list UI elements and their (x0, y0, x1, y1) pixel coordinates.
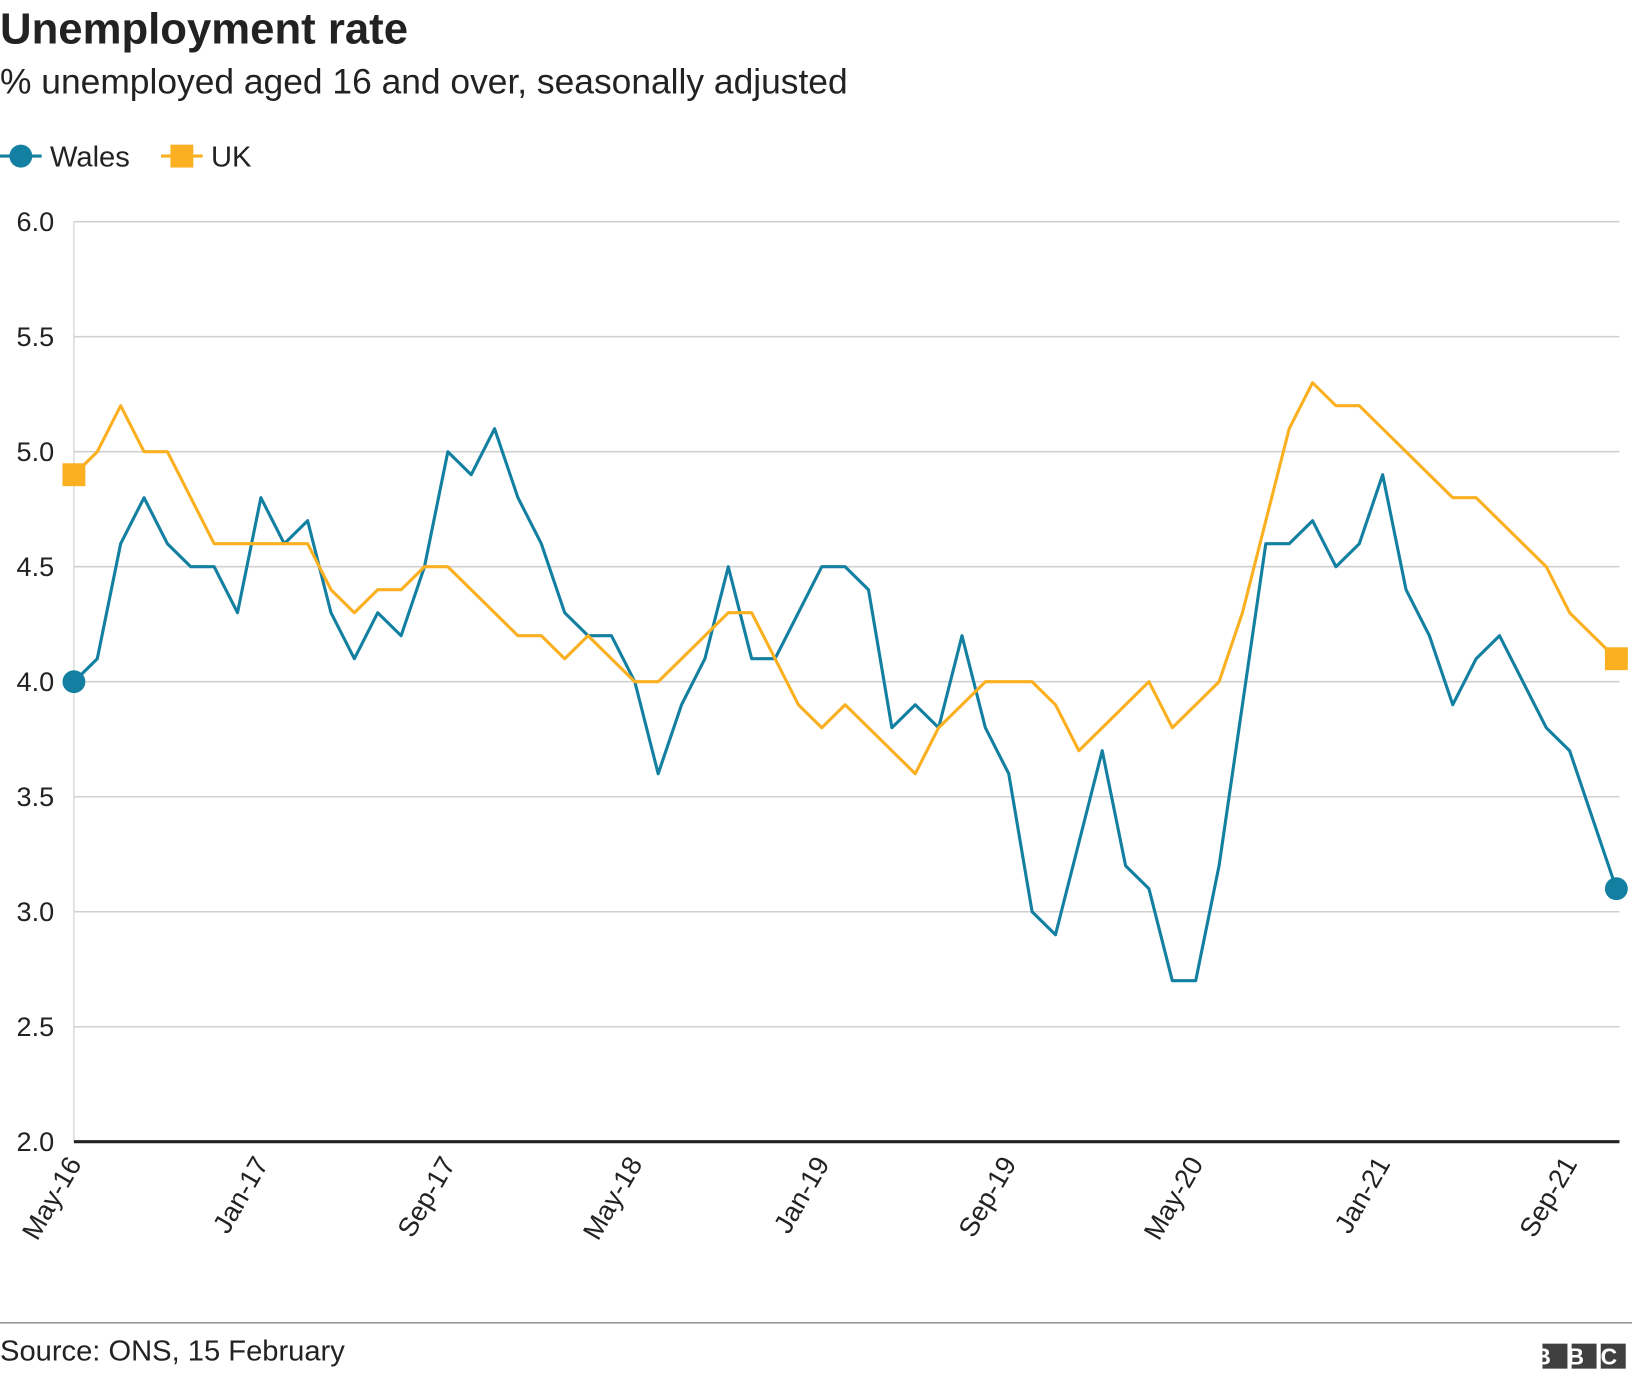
x-tick-label: Sep-21 (1514, 1152, 1584, 1243)
end-marker (62, 670, 86, 694)
x-tick-label: Jan-17 (207, 1152, 274, 1239)
source-note: Source: ONS, 15 February (0, 1335, 345, 1367)
y-tick-label: 2.0 (17, 1127, 55, 1157)
bbc-logo: BBC (1534, 1343, 1632, 1369)
x-tick-label: Sep-17 (392, 1152, 462, 1243)
legend-marker (9, 144, 33, 168)
x-tick-label: Jan-21 (1329, 1152, 1396, 1239)
series-line (72, 427, 1618, 983)
x-tick-label: May-16 (16, 1152, 87, 1245)
x-tick-label: Jan-19 (768, 1152, 835, 1239)
legend-marker (170, 144, 194, 168)
y-tick-label: 3.5 (17, 782, 55, 812)
y-tick-label: 5.5 (17, 322, 55, 352)
series-line (72, 381, 1618, 776)
legend-label: Wales (50, 142, 130, 174)
legend-item: UK (161, 142, 252, 174)
legend-item: Wales (0, 142, 130, 174)
end-marker (62, 463, 86, 487)
y-tick-label: 5.0 (17, 437, 55, 467)
end-marker (1604, 877, 1628, 901)
y-tick-label: 3.0 (17, 897, 55, 927)
y-tick-label: 6.0 (17, 207, 55, 237)
logo-text: BBC (1534, 1343, 1632, 1369)
chart-subtitle: % unemployed aged 16 and over, seasonall… (0, 63, 848, 102)
end-marker (1604, 647, 1628, 671)
x-tick-label: May-18 (577, 1152, 648, 1245)
x-tick-label: May-20 (1138, 1152, 1209, 1245)
y-tick-label: 4.0 (17, 667, 55, 697)
x-tick-label: Sep-19 (953, 1152, 1023, 1243)
y-tick-label: 4.5 (17, 552, 55, 582)
y-tick-label: 2.5 (17, 1012, 55, 1042)
legend-label: UK (211, 142, 252, 174)
chart-title: Unemployment rate (0, 5, 408, 54)
